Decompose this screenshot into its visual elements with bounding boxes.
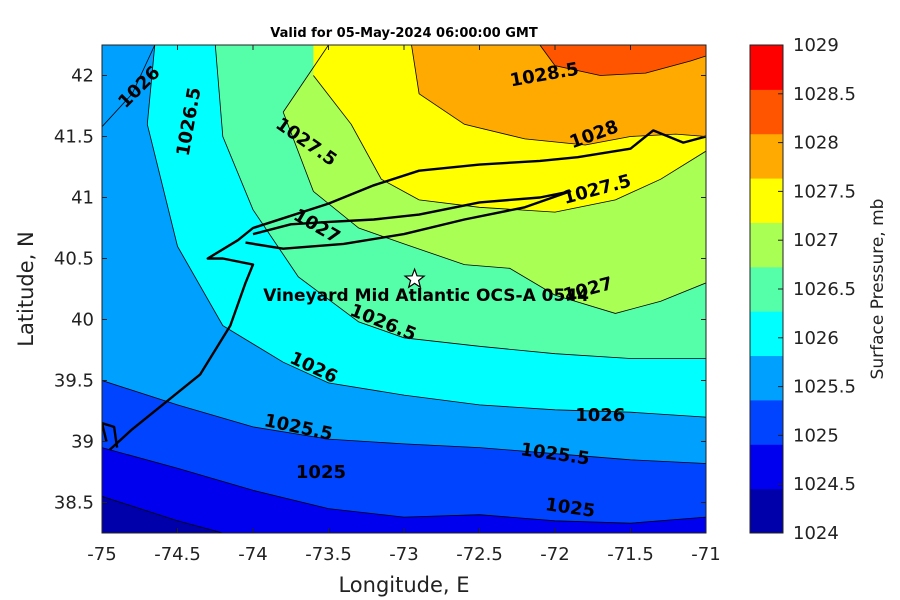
colorbar-swatch [750, 133, 783, 179]
contour-label: 1026 [575, 405, 625, 426]
x-tick-label: -72.5 [456, 544, 503, 565]
x-tick-label: -71 [691, 544, 720, 565]
colorbar-swatch [750, 89, 783, 135]
colorbar-tick-label: 1024.5 [793, 474, 856, 495]
y-axis-title: Latitude, N [14, 231, 38, 347]
contour-line-1027 [282, 45, 706, 314]
site-star-icon [403, 267, 426, 289]
y-tick-label: 40 [71, 310, 94, 331]
colorbar-tick-label: 1025.5 [793, 377, 856, 398]
contour-line-1028 [411, 45, 706, 146]
y-tick-label: 41 [71, 188, 94, 209]
y-tick-label: 38.5 [54, 493, 94, 514]
x-tick-label: -74.5 [154, 544, 201, 565]
colorbar: 1024 1024.5 1025 1025.5 1026 1026.5 1027 1027.5… [749, 35, 856, 544]
x-tick-label: -74 [238, 544, 267, 565]
site-label: Vineyard Mid Atlantic OCS-A 0544 [263, 286, 589, 306]
x-tick-label: -73 [389, 544, 418, 565]
colorbar-swatch [750, 178, 783, 223]
y-tick-label: 40.5 [54, 249, 94, 270]
colorbar-swatch [750, 266, 783, 312]
colorbar-swatch [750, 222, 783, 268]
colorbar-swatch [750, 399, 783, 445]
coastline-delmarva-tip [102, 422, 119, 448]
colorbar-swatch [750, 444, 783, 490]
contour-line-1027-5 [313, 75, 706, 213]
x-tick-label: -71.5 [607, 544, 654, 565]
contour-label: 1025 [296, 462, 346, 483]
x-tick-label: -72 [540, 544, 569, 565]
chart-title: Valid for 05-May-2024 06:00:00 GMT [270, 26, 538, 41]
fill-band-corner [102, 45, 155, 127]
x-axis: -75 -74.5 -74 -73.5 -73 -72.5 -72 -71.5 -71 [87, 45, 721, 565]
coastline-nj-ny-ct-ri-coast [108, 129, 706, 451]
colorbar-swatch [750, 355, 783, 401]
contour-line-1028-5 [539, 45, 706, 76]
plot-area [102, 45, 706, 533]
coastlines [102, 129, 706, 451]
y-tick-label: 41.5 [54, 127, 94, 148]
site-marker-group: Vineyard Mid Atlantic OCS-A 0544 [263, 267, 589, 306]
y-tick-label: 42 [71, 66, 94, 87]
colorbar-swatch [750, 45, 783, 90]
colorbar-tick-label: 1028.5 [793, 84, 856, 105]
colorbar-swatch [750, 488, 783, 534]
x-tick-label: -75 [87, 544, 116, 565]
colorbar-tick-label: 1027.5 [793, 181, 856, 202]
colorbar-title: Surface Pressure, mb [868, 199, 888, 380]
colorbar-tick-label: 1027 [793, 230, 839, 251]
colorbar-tick-label: 1026 [793, 328, 839, 349]
pressure-fill-bands [102, 45, 706, 533]
contour-line-1024-5 [102, 496, 223, 533]
colorbar-tick-label: 1024 [793, 523, 839, 544]
y-axis: 38.5 39 39.5 40 40.5 41 41.5 42 [54, 66, 706, 514]
x-tick-label: -73.5 [305, 544, 352, 565]
y-tick-label: 39.5 [54, 371, 94, 392]
contour-line-1025-5 [102, 380, 706, 464]
colorbar-tick-label: 1029 [793, 35, 839, 56]
colorbar-tick-label: 1028 [793, 133, 839, 154]
y-tick-label: 39 [71, 432, 94, 453]
colorbar-swatch [750, 311, 783, 357]
colorbar-tick-label: 1025 [793, 425, 839, 446]
x-axis-title: Longitude, E [338, 573, 469, 597]
contour-line-1026 [102, 45, 706, 418]
contour-line-1026-5 [214, 45, 706, 359]
colorbar-tick-label: 1026.5 [793, 279, 856, 300]
coastline-long-island [245, 190, 572, 250]
contour-lines [102, 45, 706, 533]
contour-line-1025 [102, 447, 706, 524]
